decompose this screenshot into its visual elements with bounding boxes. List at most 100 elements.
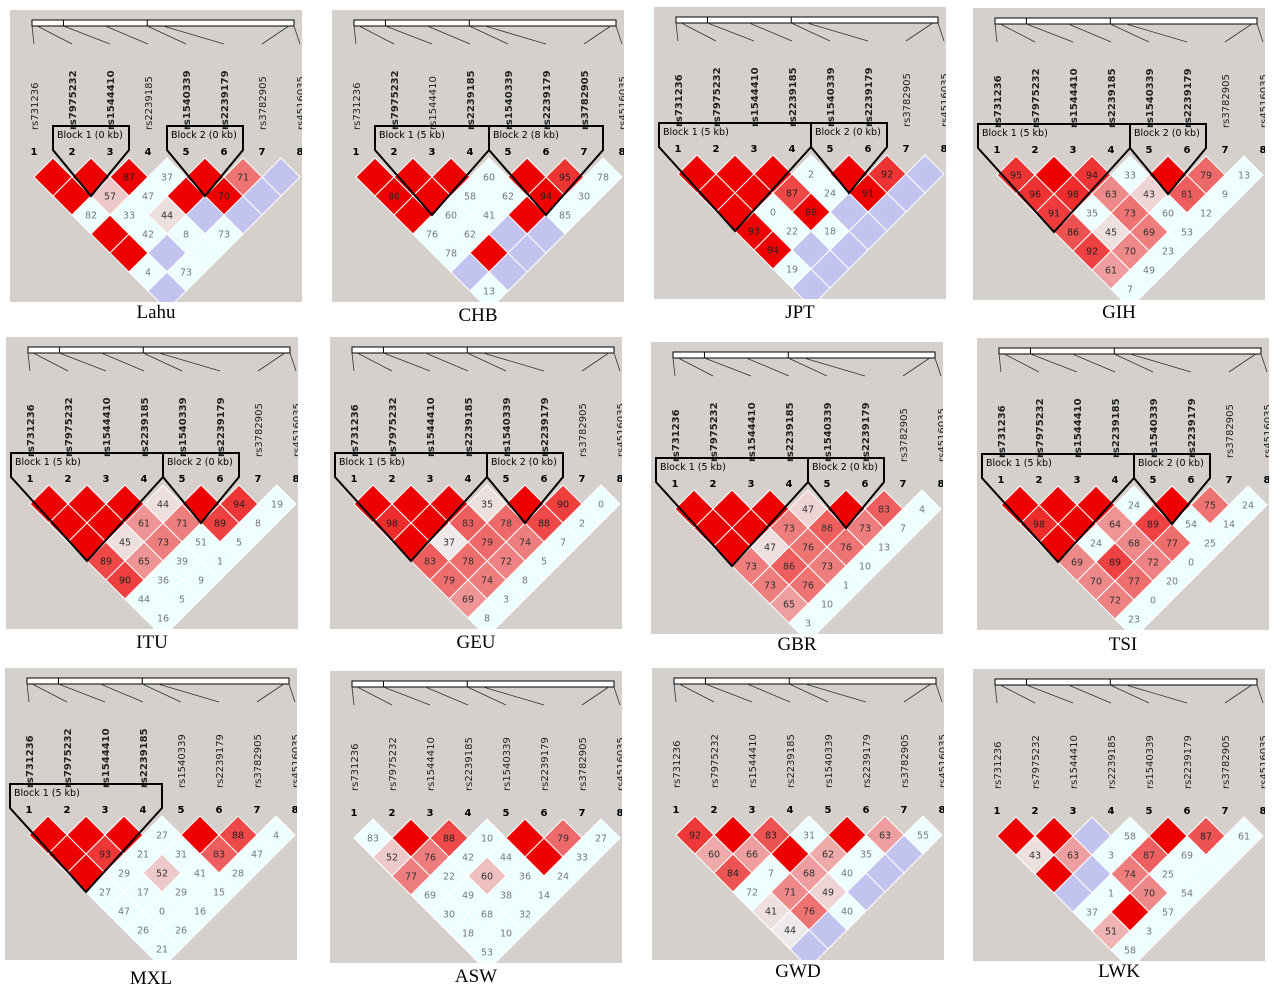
ld-value-label: 98 <box>1067 190 1079 201</box>
ld-value-label: 43 <box>1029 851 1041 862</box>
haplotype-block-label: Block 2 (0 kb) <box>167 457 233 468</box>
snp-connector-line <box>1125 684 1188 704</box>
ld-value-label: 42 <box>142 230 154 241</box>
snp-name-label: rs1544410 <box>750 67 761 127</box>
snp-name-label: rs2239179 <box>540 397 551 457</box>
ld-cell <box>142 929 182 960</box>
snp-name-label: rs7975232 <box>1031 735 1042 789</box>
haplotype-block-outline <box>1129 123 1207 196</box>
snp-connector-line <box>789 683 829 703</box>
ld-value-label: 74 <box>519 538 531 549</box>
snp-connector-line <box>905 22 933 42</box>
ld-value-label: 65 <box>138 557 150 568</box>
snp-connector-line <box>359 25 395 45</box>
snp-number-label: 3 <box>748 479 755 490</box>
snp-connector-line <box>158 352 221 372</box>
snp-connector-line <box>469 25 509 45</box>
snp-name-label: rs2239185 <box>139 728 150 788</box>
snp-number-label: 2 <box>389 808 396 819</box>
snp-name-label: rs1540339 <box>1145 68 1156 128</box>
snp-number-label: 2 <box>1032 806 1039 817</box>
ld-value-label: 14 <box>1223 520 1235 531</box>
snp-name-label: rs7975232 <box>710 734 721 788</box>
ld-value-label: 87 <box>123 173 135 184</box>
snp-name-label: rs7975232 <box>388 737 399 791</box>
ld-value-label: 94 <box>540 192 552 203</box>
haplotype-block-label: Block 1 (0 kb) <box>57 130 123 141</box>
ld-value-label: 81 <box>1181 190 1193 201</box>
position-ruler <box>998 347 1262 355</box>
snp-connector-line <box>1125 23 1188 43</box>
snp-number-label: 3 <box>1070 145 1077 156</box>
ld-value-label: 44 <box>500 853 512 864</box>
ld-value-label: 89 <box>100 557 112 568</box>
snp-name-label: rs3782905 <box>578 737 589 791</box>
snp-name-label: rs1540339 <box>182 70 193 130</box>
haplotype-block-outline <box>488 125 604 217</box>
ld-value-label: 78 <box>500 519 512 530</box>
ld-panel-gih: rs731236 1 rs7975232 2 rs1544410 3 rs2239185 4 r… <box>973 8 1265 300</box>
position-ruler <box>994 678 1258 686</box>
ld-cell <box>789 929 829 960</box>
snp-name-label: rs731236 <box>30 83 41 131</box>
ld-value-label: 35 <box>1086 209 1098 220</box>
haplotype-block-outline <box>9 783 163 894</box>
snp-number-label: 1 <box>31 147 38 158</box>
ld-value-label: 76 <box>840 543 852 554</box>
ld-value-label: 63 <box>1067 851 1079 862</box>
snp-name-label: rs3782905 <box>1225 404 1236 458</box>
snp-connector-line <box>288 683 296 703</box>
snp-name-label: rs4516035 <box>1263 404 1269 458</box>
ld-value-label: 78 <box>597 173 609 184</box>
ld-value-label: 0 <box>1150 596 1156 607</box>
position-ruler <box>31 19 295 27</box>
snp-number-label: 1 <box>675 144 682 155</box>
snp-number-label: 6 <box>541 474 548 485</box>
snp-number-label: 1 <box>26 805 33 816</box>
ld-value-label: 16 <box>157 614 169 625</box>
ld-value-label: 33 <box>1124 171 1136 182</box>
ld-value-label: 31 <box>175 850 187 861</box>
ld-value-label: 73 <box>764 581 776 592</box>
ld-value-label: 90 <box>557 500 569 511</box>
ld-panel-chb: rs731236 1 rs7975232 2 rs1544410 3 rs2239185 4 r… <box>332 10 624 302</box>
ld-plot: rs731236 1 rs7975232 2 rs1544410 3 rs2239185 4 r… <box>330 671 622 963</box>
ld-value-label: 73 <box>180 268 192 279</box>
ld-value-label: 65 <box>783 600 795 611</box>
ld-value-label: 58 <box>1124 832 1136 843</box>
snp-connector-line <box>33 352 69 372</box>
snp-connector-line <box>484 25 547 45</box>
snp-name-label: rs2239179 <box>862 734 873 788</box>
ld-value-label: 61 <box>1238 832 1250 843</box>
snp-name-label: rs1540339 <box>177 734 188 788</box>
snp-number-label: 8 <box>1260 806 1265 817</box>
ld-value-label: 58 <box>464 192 476 203</box>
ld-value-label: 83 <box>462 519 474 530</box>
snp-number-label: 1 <box>353 147 360 158</box>
snp-number-label: 2 <box>69 147 76 158</box>
ld-value-label: 13 <box>878 543 890 554</box>
ld-panel-geu: rs731236 1 rs7975232 2 rs1544410 3 rs2239185 4 r… <box>330 337 622 629</box>
snp-number-label: 5 <box>1146 145 1153 156</box>
ld-value-label: 86 <box>388 192 400 203</box>
snp-connector-line <box>257 352 285 372</box>
snp-number-label: 2 <box>711 805 718 816</box>
haplotype-block-label: Block 1 (5 kb) <box>663 127 729 138</box>
population-caption: GWD <box>775 961 821 982</box>
ld-value-label: 86 <box>783 562 795 573</box>
ld-value-label: 62 <box>822 850 834 861</box>
snp-name-label: rs731236 <box>993 742 1004 790</box>
snp-number-label: 3 <box>1070 806 1077 817</box>
ld-panel-itu: rs731236 1 rs7975232 2 rs1544410 3 rs2239185 4 r… <box>6 337 298 629</box>
snp-connector-line <box>747 683 791 703</box>
ld-value-label: 36 <box>519 872 531 883</box>
ld-plot: rs731236 1 rs7975232 2 rs1544410 3 rs2239185 4 r… <box>330 337 622 629</box>
snp-name-label: rs4516035 <box>292 403 298 457</box>
ld-value-label: 0 <box>770 208 776 219</box>
snp-number-label: 8 <box>938 479 943 490</box>
snp-connector-line <box>383 352 431 372</box>
snp-number-label: 3 <box>107 147 114 158</box>
ld-plot: rs731236 1 rs7975232 2 rs1544410 3 rs2239185 4 r… <box>332 10 624 302</box>
ld-value-label: 54 <box>1185 520 1197 531</box>
ld-value-label: 8 <box>255 519 261 530</box>
